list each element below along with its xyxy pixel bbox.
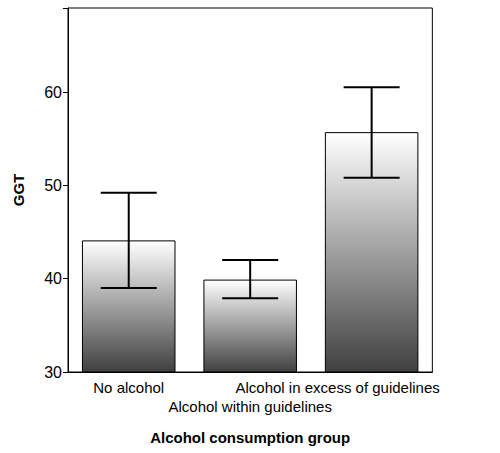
svg-text:Alcohol consumption group: Alcohol consumption group	[150, 429, 350, 446]
svg-text:50: 50	[44, 177, 62, 194]
svg-text:Alcohol in excess of guideline: Alcohol in excess of guidelines	[235, 379, 439, 396]
svg-text:60: 60	[44, 84, 62, 101]
svg-text:No alcohol: No alcohol	[93, 379, 164, 396]
svg-text:30: 30	[44, 364, 62, 381]
svg-text:Alcohol within guidelines: Alcohol within guidelines	[168, 398, 331, 415]
svg-text:40: 40	[44, 270, 62, 287]
svg-text:GGT: GGT	[10, 174, 27, 207]
